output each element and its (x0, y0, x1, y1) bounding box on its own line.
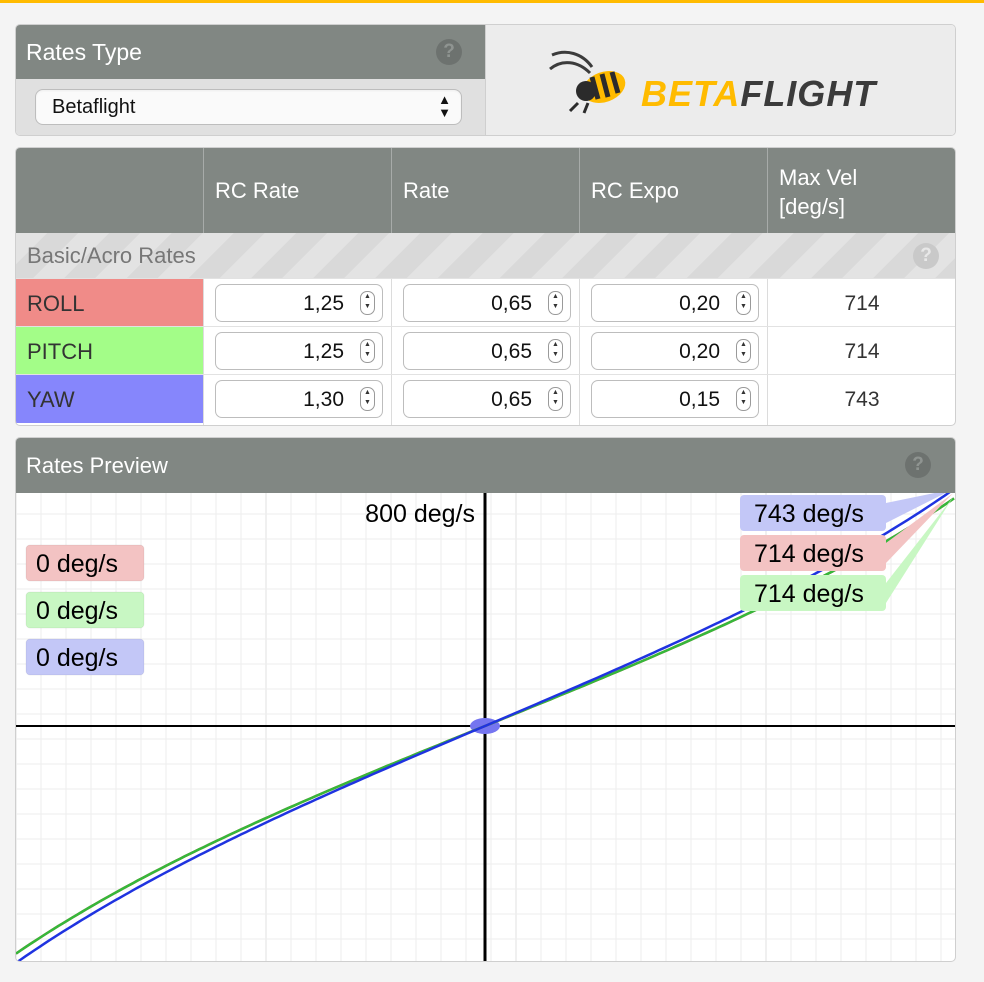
rate-input[interactable]: 0,65 ▲ ▼ (403, 332, 571, 370)
current-rate-label-bg (25, 544, 145, 582)
max-rate-label-pointer (886, 493, 946, 523)
max-vel-value: 743 (844, 388, 880, 411)
max-rate-label: 743 deg/s (754, 500, 864, 528)
rates-curve-chart: 800 deg/s 0 deg/s 0 deg/s 0 deg/s 743 deg/s 7… (16, 493, 955, 961)
rates-preview-title: Rates Preview (26, 453, 168, 478)
axis-cell: YAW (16, 375, 203, 423)
scale-label: 800 deg/s (365, 500, 475, 528)
top-accent-line (0, 0, 984, 3)
max-vel-value: 714 (844, 340, 880, 363)
table-row-pitch: PITCH 1,25 ▲ ▼ 0,65 ▲ ▼ 0,20 ▲ ▼ 714 (16, 326, 955, 375)
header-axis (16, 148, 203, 233)
rates-type-header: Rates Type ? (16, 25, 485, 79)
current-rate-label: 0 deg/s (36, 644, 118, 672)
rates-table-panel: RC Rate Rate RC Expo Max Vel [deg/s] Bas… (15, 147, 956, 426)
rc-expo-input[interactable]: 0,15 ▲ ▼ (591, 380, 759, 418)
spinner-icon[interactable]: ▲ ▼ (548, 387, 563, 411)
rate-input[interactable]: 0,65 ▲ ▼ (403, 284, 571, 322)
rc-expo-input[interactable]: 0,20 ▲ ▼ (591, 284, 759, 322)
rates-type-title: Rates Type (26, 39, 142, 65)
column-divider (767, 278, 768, 425)
rates-type-selected-value: Betaflight (52, 96, 136, 118)
chart-labels: 800 deg/s 0 deg/s 0 deg/s 0 deg/s 743 deg/s 7… (25, 493, 953, 676)
rates-preview-header: Rates Preview ? (16, 438, 955, 493)
current-rate-label: 0 deg/s (36, 597, 118, 625)
help-icon[interactable]: ? (905, 452, 931, 478)
rates-type-panel: Rates Type ? Betaflight ▲ ▼ BETAFLIGHT (15, 24, 956, 136)
help-icon[interactable]: ? (436, 39, 462, 65)
column-divider (203, 278, 204, 425)
rates-type-select[interactable]: Betaflight ▲ ▼ (35, 89, 462, 125)
max-rate-label: 714 deg/s (754, 580, 864, 608)
section-label: Basic/Acro Rates (27, 243, 196, 268)
section-row: Basic/Acro Rates ? (16, 233, 955, 278)
spinner-icon[interactable]: ▲ ▼ (736, 387, 751, 411)
column-divider (579, 278, 580, 425)
current-rate-label-bg (25, 638, 145, 676)
rc-rate-input[interactable]: 1,25 ▲ ▼ (215, 284, 383, 322)
current-rate-label-bg (25, 591, 145, 629)
column-divider (391, 278, 392, 425)
max-rate-label-bg (740, 495, 886, 531)
header-rate: Rate (391, 148, 579, 233)
max-rate-label-bg (740, 535, 886, 571)
table-row-roll: ROLL 1,25 ▲ ▼ 0,65 ▲ ▼ 0,20 ▲ ▼ 714 (16, 278, 955, 327)
current-rate-label: 0 deg/s (36, 550, 118, 578)
table-row-yaw: YAW 1,30 ▲ ▼ 0,65 ▲ ▼ 0,15 ▲ ▼ 743 (16, 374, 955, 423)
bee-logo-icon (549, 50, 626, 114)
spinner-icon[interactable]: ▲ ▼ (360, 291, 375, 315)
rate-input[interactable]: 0,65 ▲ ▼ (403, 380, 571, 418)
spinner-icon[interactable]: ▲ ▼ (548, 339, 563, 363)
rates-preview-panel: Rates Preview ? 800 deg/s 0 deg/s 0 deg/s 0… (15, 437, 956, 962)
table-header-row: RC Rate Rate RC Expo Max Vel [deg/s] (16, 148, 955, 233)
header-rc-rate: RC Rate (203, 148, 391, 233)
rc-rate-input[interactable]: 1,30 ▲ ▼ (215, 380, 383, 418)
rates-type-section: Rates Type ? Betaflight ▲ ▼ (16, 25, 486, 135)
betaflight-logo: BETAFLIGHT (486, 25, 955, 135)
rc-rate-input[interactable]: 1,25 ▲ ▼ (215, 332, 383, 370)
header-rc-expo: RC Expo (579, 148, 767, 233)
axis-label: PITCH (27, 339, 93, 364)
spinner-icon[interactable]: ▲ ▼ (736, 339, 751, 363)
help-icon[interactable]: ? (913, 243, 939, 269)
spinner-icon[interactable]: ▲ ▼ (548, 291, 563, 315)
axis-label: ROLL (27, 291, 85, 316)
logo-wordmark: BETAFLIGHT (641, 73, 877, 114)
max-rate-label: 714 deg/s (754, 540, 864, 568)
spinner-icon[interactable]: ▲ ▼ (360, 339, 375, 363)
select-arrows-icon: ▲ ▼ (438, 92, 451, 120)
axis-cell: PITCH (16, 327, 203, 375)
rc-expo-input[interactable]: 0,20 ▲ ▼ (591, 332, 759, 370)
max-rate-label-bg (740, 575, 886, 611)
axis-cell: ROLL (16, 279, 203, 327)
axis-label: YAW (27, 387, 75, 412)
spinner-icon[interactable]: ▲ ▼ (736, 291, 751, 315)
header-max-vel: Max Vel [deg/s] (767, 148, 955, 233)
max-vel-value: 714 (844, 292, 880, 315)
spinner-icon[interactable]: ▲ ▼ (360, 387, 375, 411)
